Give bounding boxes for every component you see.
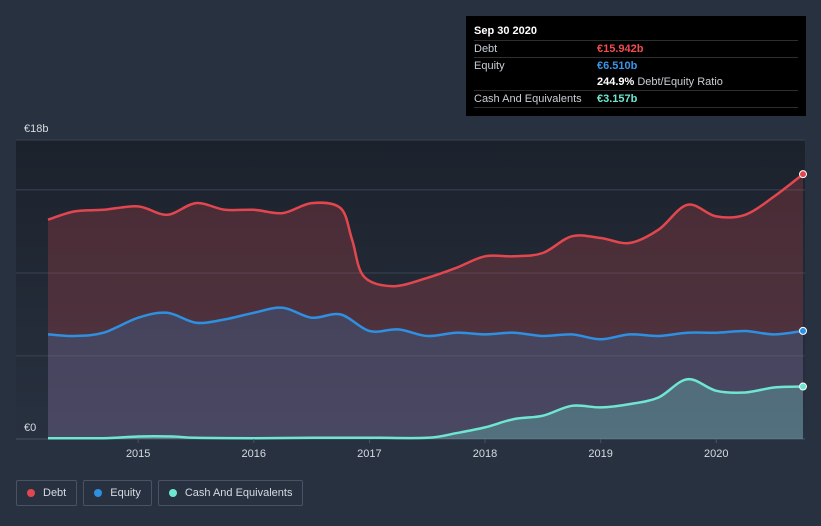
- tooltip-ratio-row: 244.9% Debt/Equity Ratio: [474, 74, 798, 90]
- tooltip-date: Sep 30 2020: [474, 25, 537, 37]
- debt-end-marker: [799, 170, 807, 179]
- tooltip-ratio-value: 244.9%: [597, 76, 635, 88]
- legend-label-cash: Cash And Equivalents: [184, 487, 293, 499]
- legend-item-equity[interactable]: Equity: [83, 480, 152, 506]
- legend-label-equity: Equity: [110, 487, 141, 499]
- cash-area: [48, 379, 803, 439]
- debt-dot-icon: [27, 489, 35, 497]
- tooltip-debt-row: Debt €15.942b: [474, 40, 798, 57]
- legend-label-debt: Debt: [43, 487, 67, 499]
- x-tick-label-2019: 2019: [588, 448, 612, 460]
- tooltip-cash-value: €3.157b: [597, 93, 638, 105]
- tooltip-equity-label: Equity: [474, 60, 505, 72]
- x-tick-label-2017: 2017: [357, 448, 381, 460]
- debt-line: [47, 173, 804, 288]
- tooltip-debt-label: Debt: [474, 43, 498, 55]
- cash-end-marker: [799, 382, 807, 391]
- equity-dot-icon: [94, 489, 103, 497]
- tooltip-cash-label: Cash And Equivalents: [474, 93, 582, 105]
- equity-end-marker: [799, 326, 807, 335]
- tooltip-debt-value: €15.942b: [597, 43, 644, 55]
- x-tick-label-2020: 2020: [704, 448, 728, 460]
- tooltip-ratio-label: Debt/Equity Ratio: [637, 76, 723, 88]
- y-tick-label-1: €0: [24, 422, 36, 434]
- y-tick-label-0: €18b: [24, 123, 48, 135]
- debt-area: [48, 174, 803, 439]
- x-tick-label-2016: 2016: [242, 448, 266, 460]
- tooltip-equity-row: Equity €6.510b: [474, 57, 798, 74]
- legend-item-debt[interactable]: Debt: [16, 480, 78, 506]
- x-tick-label-2015: 2015: [126, 448, 150, 460]
- legend: Debt Equity Cash And Equivalents: [16, 480, 304, 506]
- cash-dot-icon: [168, 489, 177, 497]
- tooltip-cash-row: Cash And Equivalents €3.157b: [474, 90, 798, 108]
- equity-line: [47, 306, 804, 341]
- legend-item-cash[interactable]: Cash And Equivalents: [157, 480, 304, 506]
- cash-line: [47, 377, 804, 440]
- tooltip-panel: Sep 30 2020 Debt €15.942b Equity €6.510b…: [466, 16, 806, 116]
- x-tick-label-2018: 2018: [473, 448, 497, 460]
- tooltip-equity-value: €6.510b: [597, 60, 638, 72]
